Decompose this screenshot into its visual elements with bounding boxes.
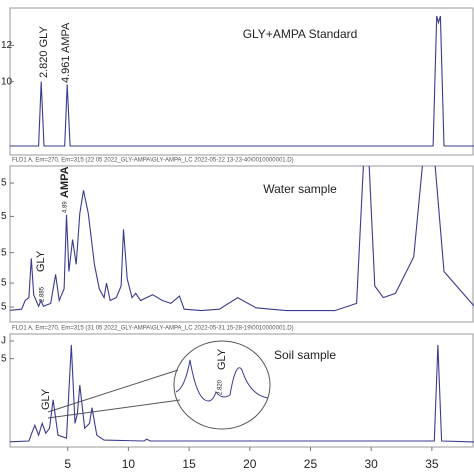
peak-label: 2.820 GLY (38, 26, 50, 78)
panel-title: GLY+AMPA Standard (243, 27, 358, 41)
peak-label: 2.820 (218, 379, 224, 395)
y-tick-label: 10 (1, 76, 13, 87)
x-tick-label: 30 (364, 457, 378, 471)
x-tick-label: 5 (64, 457, 71, 471)
zoom-inset (173, 340, 271, 430)
x-tick-label: 25 (304, 457, 318, 471)
panel-title: Water sample (263, 182, 337, 196)
peak-label: GLY (35, 250, 47, 272)
x-tick-label: 10 (122, 457, 136, 471)
panel-header: FLD1 A, Em=270, Em=315 (22 05 2022_GLY-A… (12, 158, 294, 164)
panel-frame (9, 333, 474, 448)
x-tick-label: 15 (182, 457, 196, 471)
y-tick-label: 5 (1, 353, 7, 364)
peak-label: 2.885 (40, 286, 46, 302)
peak-label: AMPA (59, 166, 71, 198)
y-tick-label: 12 (1, 40, 13, 51)
zoom-trace (175, 359, 269, 402)
y-tick-label: J (1, 336, 6, 347)
chromatogram-trace (10, 344, 474, 443)
zoom-connector (47, 369, 179, 413)
y-tick-label: 5 (1, 178, 7, 189)
x-tick-label: 20 (243, 457, 257, 471)
y-tick-label: 5 (1, 302, 7, 313)
y-tick-label: 5 (1, 247, 7, 258)
y-tick-label: 5 (1, 211, 7, 222)
panel-header: FLD1 A, Em=270, Em=315 (31 05 2022_GLY-A… (12, 326, 294, 332)
y-tick-label: 5 (1, 278, 7, 289)
panel-frame (9, 7, 474, 156)
peak-label: GLY (40, 388, 52, 410)
peak-label: 4.89 (63, 201, 69, 213)
panel-frame (9, 165, 474, 323)
peak-label: 4.961 AMPA (60, 22, 72, 83)
chromatogram-trace (10, 166, 474, 312)
peak-label: GLY (216, 348, 228, 370)
zoom-connector (47, 399, 181, 419)
panel-title: Soil sample (274, 348, 336, 362)
chromatogram-trace (10, 15, 474, 147)
x-tick-label: 35 (425, 457, 439, 471)
